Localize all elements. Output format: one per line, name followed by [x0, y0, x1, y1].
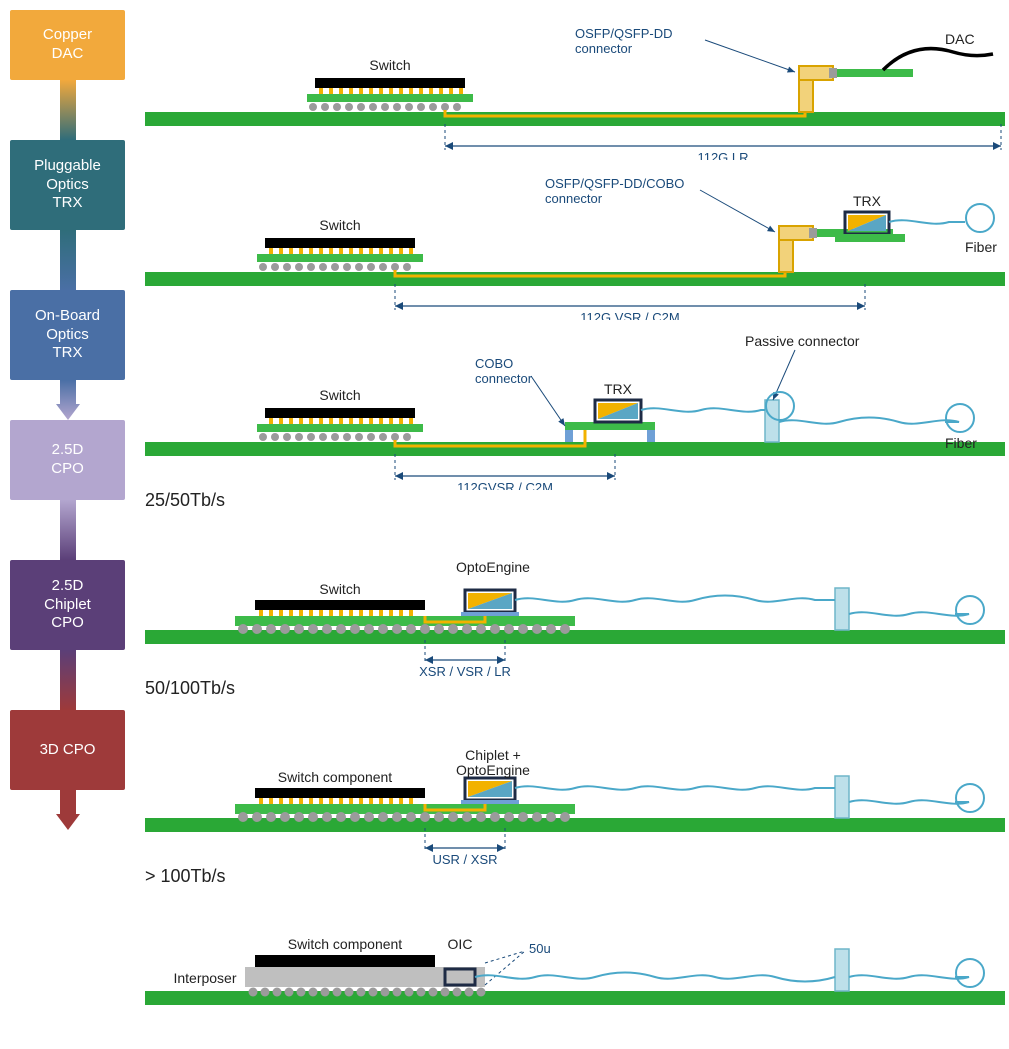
evolution-connector: [56, 500, 80, 560]
passive-connector: [765, 400, 779, 442]
switch-label: Switch component: [278, 769, 393, 785]
annotation-connector: COBOconnector: [475, 356, 533, 386]
bandwidth-rate: > 100Tb/s: [145, 866, 1009, 887]
stage-label-text: On-BoardOpticsTRX: [35, 307, 100, 363]
pcb-board: [145, 112, 1005, 126]
annotation-gap: 50u: [529, 941, 551, 956]
annotation-fiber: Fiber: [965, 239, 997, 255]
annotation-fiber: Fiber: [945, 435, 977, 451]
pcb-board: [145, 442, 1005, 456]
annotation-connector: OSFP/QSFP-DD/COBOconnector: [545, 176, 684, 206]
row-cpo-25d: 25/50Tb/s Switch OptoEngine XSR / VSR / LR: [145, 490, 1009, 678]
annotation-trx: TRX: [604, 381, 633, 397]
switch-label: Switch component: [288, 936, 403, 952]
evolution-connector: [56, 650, 80, 710]
evolution-stage-label: 2.5DChipletCPO: [10, 560, 125, 650]
annotation-opto: OptoEngine: [456, 559, 530, 575]
switch-label: Switch: [319, 387, 360, 403]
evolution-stage-label: 3D CPO: [10, 710, 125, 790]
dimension-label: 112GVSR / C2M: [457, 480, 553, 490]
pcb-board: [145, 272, 1005, 286]
row-copper-dac: Switch OSFP/QSFP-DDconnector DAC 112G LR: [145, 10, 1009, 160]
annotation-oic: OIC: [448, 936, 473, 952]
dac-cable: [883, 49, 993, 70]
bandwidth-rate: 50/100Tb/s: [145, 678, 1009, 699]
stage-label-text: PluggableOpticsTRX: [34, 157, 101, 213]
row-pluggable-trx: Switch TRX Fiber OSFP/QSFP-DD/COBOconnector…: [145, 160, 1009, 320]
passive-connector: [835, 588, 849, 630]
evolution-stage-label: 2.5DCPO: [10, 420, 125, 500]
dimension-label: 112G VSR / C2M: [580, 310, 679, 320]
annotation-passive: Passive connector: [745, 333, 860, 349]
passive-connector: [835, 949, 849, 991]
dimension-label: USR / XSR: [432, 852, 497, 866]
diagram-cpo-3d: Interposer Switch component OIC 50u: [145, 889, 1005, 1039]
passive-connector: [835, 776, 849, 818]
evolution-connector: [56, 80, 80, 140]
annotation-opto: Chiplet +OptoEngine: [456, 747, 530, 778]
annotation-connector: OSFP/QSFP-DDconnector: [575, 26, 673, 56]
switch-label: Switch: [369, 57, 410, 73]
stage-label-text: 3D CPO: [40, 741, 96, 760]
diagram-cpo-25d-chiplet: Switch component Chiplet +OptoEngine USR /…: [145, 701, 1005, 866]
diagram-cpo-25d: Switch OptoEngine XSR / VSR / LR: [145, 513, 1005, 678]
stage-label-text: 2.5DChipletCPO: [44, 577, 91, 633]
evolution-stage-label: On-BoardOpticsTRX: [10, 290, 125, 380]
evolution-stage-label: PluggableOpticsTRX: [10, 140, 125, 230]
annotation-trx: TRX: [853, 193, 882, 209]
diagram-pluggable-trx: Switch TRX Fiber OSFP/QSFP-DD/COBOconnector…: [145, 160, 1005, 320]
interposer-label: Interposer: [173, 970, 236, 986]
evolution-stage-label: CopperDAC: [10, 10, 125, 80]
evolution-connector: [56, 380, 80, 420]
dimension-label: XSR / VSR / LR: [419, 664, 511, 678]
annotation-dac: DAC: [945, 31, 975, 47]
row-cpo-25d-chiplet: 50/100Tb/s Switch component Chiplet +OptoE…: [145, 678, 1009, 866]
row-cpo-3d: > 100Tb/s Interposer Switch component OIC 50…: [145, 866, 1009, 1039]
switch-label: Switch: [319, 217, 360, 233]
evolution-connector: [56, 790, 80, 830]
stage-label-text: 2.5DCPO: [51, 441, 84, 479]
diagram-copper-dac: Switch OSFP/QSFP-DDconnector DAC 112G LR: [145, 10, 1005, 160]
switch-label: Switch: [319, 581, 360, 597]
bandwidth-rate: 25/50Tb/s: [145, 490, 1009, 511]
row-onboard-trx: Switch TRX COBOconnector Passive connector F…: [145, 320, 1009, 490]
dimension-label: 112G LR: [697, 150, 748, 160]
diagram-onboard-trx: Switch TRX COBOconnector Passive connector F…: [145, 320, 1005, 490]
evolution-connector: [56, 230, 80, 290]
stage-label-text: CopperDAC: [43, 26, 92, 64]
